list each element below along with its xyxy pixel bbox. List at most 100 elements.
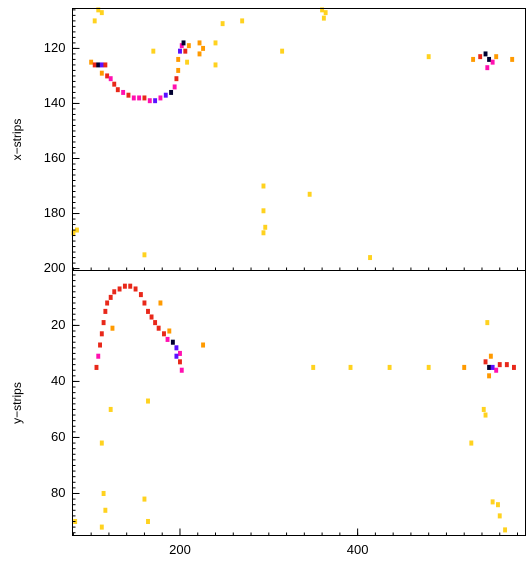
heat-cell	[110, 325, 115, 331]
y-tick-label: 120	[44, 40, 66, 55]
y-tick-label: 20	[51, 317, 65, 332]
heat-cell	[311, 364, 316, 370]
heat-cell	[151, 48, 156, 54]
heat-cell	[261, 183, 266, 189]
heat-cell	[112, 289, 117, 295]
heat-cell	[101, 490, 106, 497]
heat-cell	[103, 62, 108, 68]
heat-cell	[117, 286, 122, 292]
heat-cell	[146, 518, 150, 525]
heat-cell	[103, 308, 108, 314]
heat-cell	[138, 292, 143, 298]
heat-cell	[481, 406, 486, 412]
heat-cell	[122, 283, 127, 289]
heat-cell	[94, 364, 99, 370]
heat-cell	[174, 353, 179, 359]
heat-cell	[307, 191, 312, 197]
plot-frame	[72, 8, 526, 271]
heat-cell	[108, 406, 113, 412]
heat-cell	[99, 70, 104, 76]
heat-cell	[156, 325, 161, 331]
heat-cell	[496, 502, 500, 508]
heat-cell	[131, 95, 136, 101]
heat-cell	[149, 314, 154, 320]
heat-cell	[96, 353, 101, 359]
heat-cell	[494, 367, 499, 373]
heat-cell	[426, 54, 431, 60]
heat-cell	[179, 367, 184, 373]
heat-cell	[197, 40, 202, 46]
heat-cell	[158, 300, 163, 306]
heat-cell	[478, 54, 483, 60]
heat-cell	[261, 230, 266, 236]
y-axis-title: y−strips	[10, 382, 24, 424]
y-tick-label: 200	[44, 260, 66, 275]
heat-cell	[504, 362, 509, 368]
heat-cell	[485, 65, 490, 71]
heat-cell	[510, 56, 515, 62]
heat-cell	[172, 84, 177, 90]
heat-cell	[323, 10, 328, 16]
heat-cell	[167, 328, 172, 334]
y-axis-title: x−strips	[10, 119, 24, 161]
heat-cell	[105, 73, 110, 79]
heat-cell	[368, 255, 373, 261]
heat-cell	[170, 339, 175, 345]
heat-cell	[92, 18, 97, 24]
heat-cell	[108, 294, 113, 300]
heat-cell	[99, 331, 104, 337]
heat-cell	[485, 320, 490, 326]
heat-cell	[92, 62, 97, 68]
heat-cell	[174, 345, 179, 351]
heat-cell	[462, 364, 467, 370]
heat-cell	[183, 48, 188, 54]
heat-cell	[178, 359, 182, 365]
heat-cell	[142, 95, 147, 101]
heat-cell	[483, 51, 488, 57]
heat-cell	[74, 227, 79, 233]
heat-cell	[176, 67, 181, 73]
heat-cell	[174, 76, 179, 82]
heat-cell	[99, 62, 104, 68]
heat-cell	[426, 364, 431, 370]
heat-cell	[153, 98, 158, 104]
heat-cell	[142, 252, 147, 258]
heat-cell	[469, 440, 474, 446]
heat-cell	[137, 95, 142, 101]
heat-cell	[483, 412, 488, 418]
heat-cell	[487, 56, 492, 62]
heat-cell	[142, 300, 147, 306]
x-tick-label: 400	[347, 542, 369, 557]
heat-cell	[490, 364, 495, 370]
heat-cell	[387, 364, 392, 370]
heat-cell	[115, 87, 120, 93]
heat-cell	[201, 342, 206, 348]
y-tick-label: 80	[51, 485, 65, 500]
heat-cell	[146, 308, 150, 314]
heat-cell	[112, 81, 117, 87]
heat-cell	[133, 286, 138, 292]
heat-cell	[121, 89, 126, 95]
heat-cell	[169, 89, 174, 95]
plot-frame	[72, 270, 526, 536]
heat-cell	[147, 98, 152, 104]
heat-cell	[158, 95, 163, 101]
heat-cell	[220, 21, 225, 27]
heat-cell	[348, 364, 353, 370]
heat-cell	[490, 59, 495, 65]
y-tick-label: 40	[51, 373, 65, 388]
heat-cell	[163, 92, 168, 98]
y-tick-label: 140	[44, 95, 66, 110]
heat-cell	[320, 7, 325, 13]
heat-cell	[162, 331, 166, 337]
heat-cell	[321, 15, 326, 21]
heat-cell	[98, 342, 102, 348]
heat-cell	[497, 362, 502, 368]
heat-cell	[96, 7, 101, 13]
heat-cell	[181, 40, 186, 46]
heat-cell	[197, 51, 202, 57]
heat-cell	[71, 230, 76, 236]
heat-cell	[146, 398, 150, 404]
heat-cell	[165, 336, 170, 342]
